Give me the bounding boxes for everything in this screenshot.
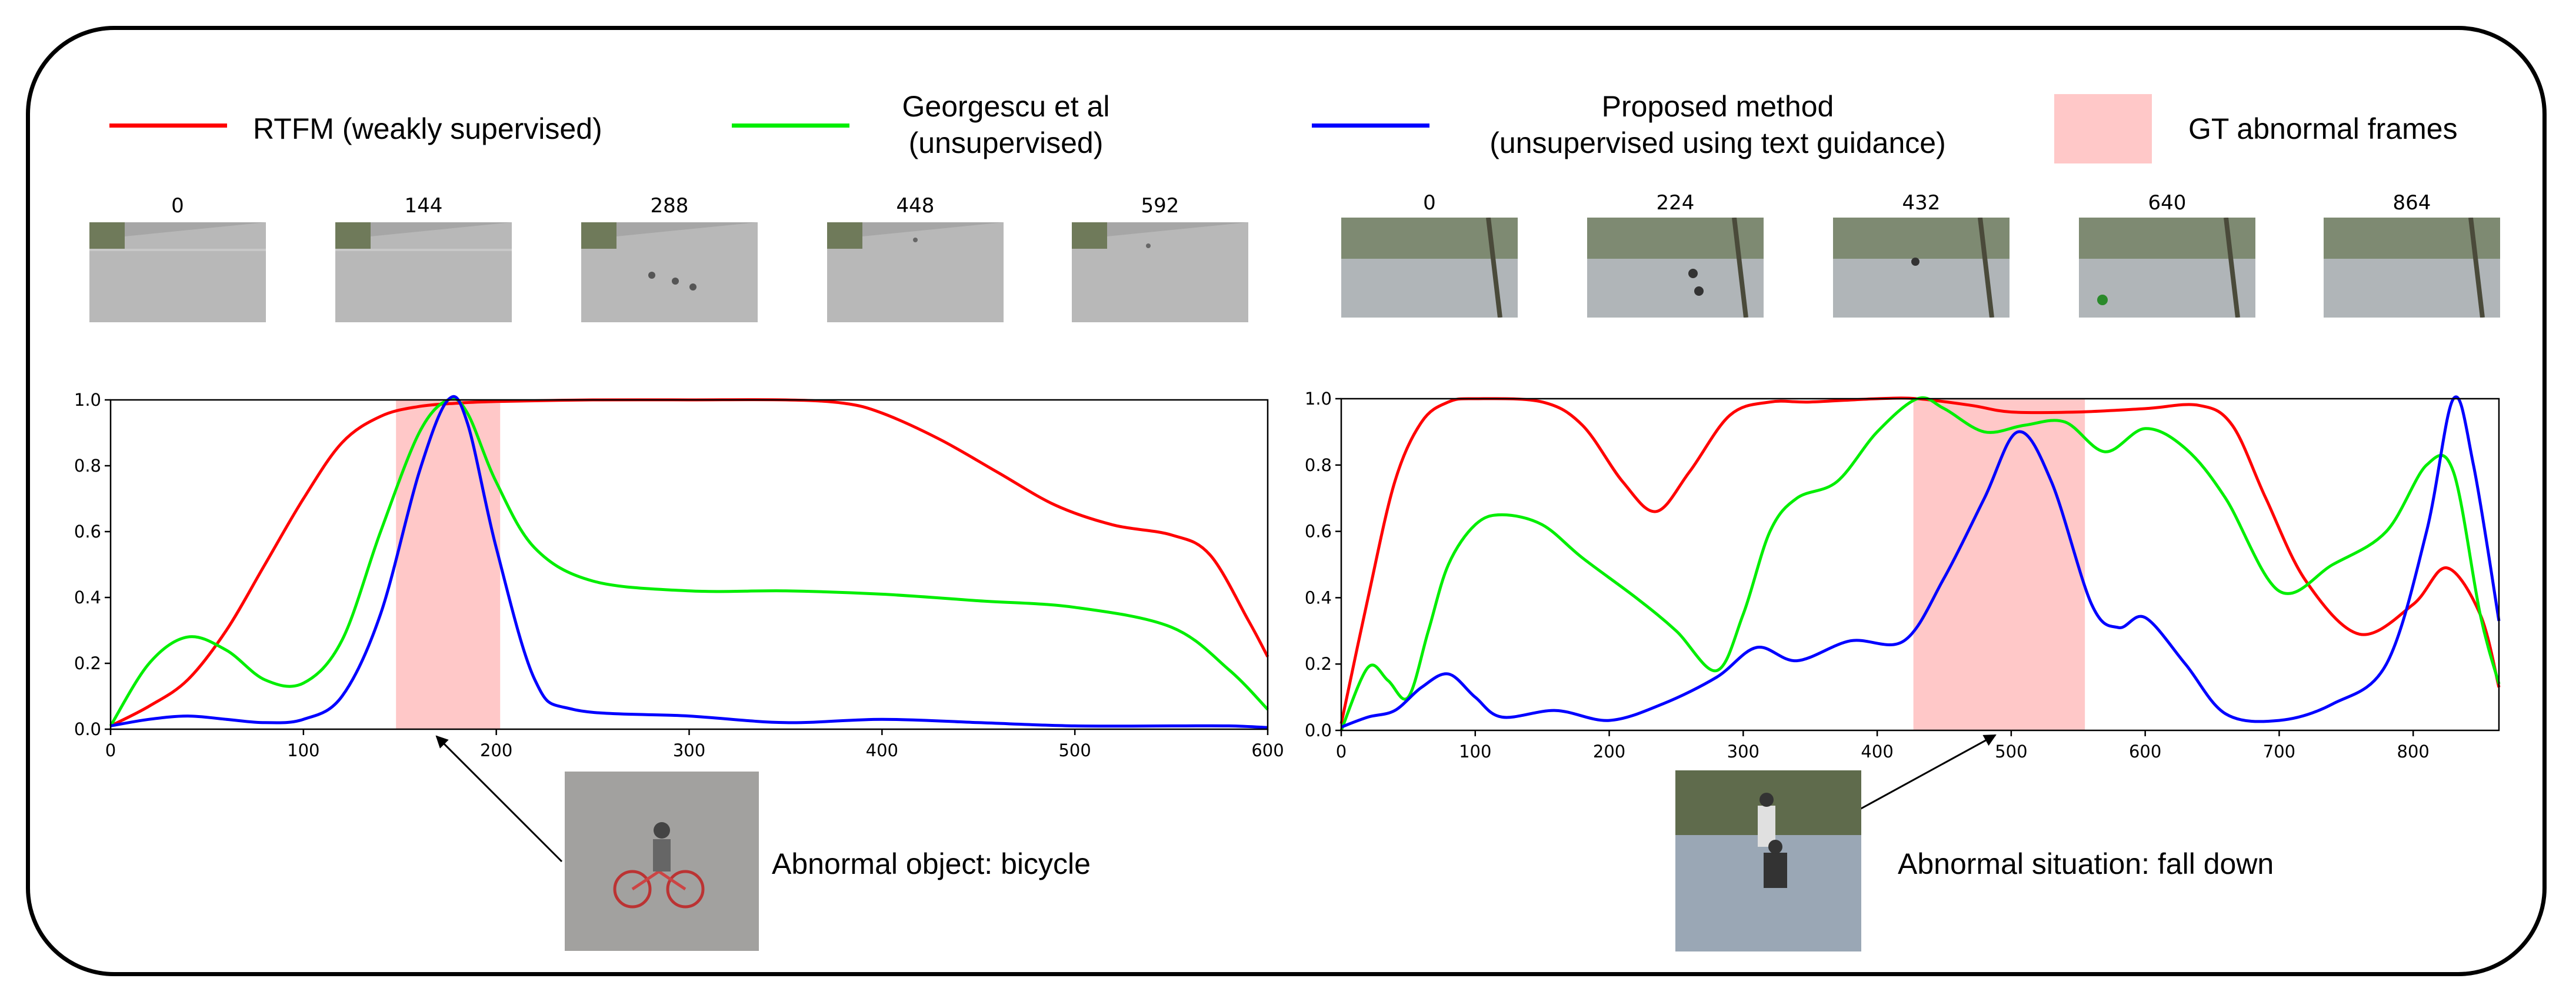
y-tick-label: 0.2 [1305, 654, 1332, 674]
video-frame-thumbnail [89, 222, 266, 322]
y-tick-label: 1.0 [1305, 389, 1332, 409]
x-tick-label: 600 [2129, 742, 2161, 762]
thumb-frame-label: 288 [650, 194, 689, 218]
series-line-proposed [1341, 395, 2501, 729]
x-tick-label: 400 [1861, 742, 1893, 762]
video-frame-thumbnail [1833, 218, 2010, 318]
x-tick-label: 300 [673, 740, 705, 760]
annotation-arrow-bicycle [435, 735, 563, 863]
plot-frame [1340, 398, 2500, 732]
legend-label-gt: GT abnormal frames [2188, 112, 2458, 145]
video-frame-thumbnail [1341, 218, 1518, 318]
fall-down-event-image [1675, 770, 1861, 951]
series-line-rtfm [109, 398, 1269, 727]
x-tick-label: 300 [1727, 742, 1759, 762]
gt-abnormal-span [396, 400, 501, 729]
thumb-frame-label: 592 [1141, 194, 1179, 218]
y-tick-label: 0.4 [1305, 587, 1332, 607]
video-frame-thumbnail [1072, 222, 1248, 322]
x-tick-label: 200 [480, 740, 512, 760]
x-tick-label: 400 [866, 740, 898, 760]
y-tick-label: 0.2 [74, 653, 101, 673]
x-tick-label: 100 [287, 740, 319, 760]
x-tick-label: 200 [1593, 742, 1625, 762]
thumb-frame-label: 224 [1656, 191, 1695, 215]
video-frame-thumbnail [581, 222, 758, 322]
y-tick-label: 0.0 [1305, 720, 1332, 740]
legend-label-proposed: Proposed method (unsupervised using text… [1489, 90, 1946, 159]
legend-label-rtfm: RTFM (weakly supervised) [253, 112, 602, 145]
x-tick-label: 0 [1336, 742, 1347, 762]
x-tick-label: 600 [1251, 740, 1284, 760]
y-tick-label: 1.0 [74, 390, 101, 410]
y-tick-label: 0.8 [1305, 455, 1332, 475]
annotation-bicycle: Abnormal object: bicycle [772, 847, 1091, 880]
video-frame-thumbnail [1587, 218, 1764, 318]
series-line-georgescu [109, 397, 1269, 727]
x-tick-label: 700 [2263, 742, 2295, 762]
thumb-frame-label: 448 [896, 194, 935, 218]
video-frame-thumbnail [827, 222, 1004, 322]
plot-frame [109, 399, 1269, 730]
annotation-fall-down: Abnormal situation: fall down [1898, 847, 2274, 880]
y-tick-label: 0.0 [74, 719, 101, 739]
legend-label-georgescu: Georgescu et al (unsupervised) [902, 90, 1110, 159]
bicycle-event-image [565, 772, 759, 951]
thumb-frame-label: 432 [1902, 191, 1941, 215]
legend-line-proposed [1312, 123, 1429, 128]
video-frame-thumbnail [335, 222, 512, 322]
x-tick-label: 100 [1459, 742, 1491, 762]
x-tick-label: 800 [2397, 742, 2430, 762]
legend-gt-swatch [2054, 94, 2152, 163]
legend-line-rtfm [109, 123, 227, 128]
thumb-frame-label: 144 [404, 194, 443, 218]
y-tick-label: 0.6 [1305, 522, 1332, 542]
thumb-frame-label: 640 [2148, 191, 2187, 215]
y-tick-label: 0.8 [74, 456, 101, 476]
x-tick-label: 500 [1995, 742, 2027, 762]
x-tick-label: 500 [1058, 740, 1091, 760]
video-frame-thumbnail [2079, 218, 2255, 318]
gt-abnormal-span [1913, 399, 2085, 730]
y-tick-label: 0.6 [74, 522, 101, 542]
series-line-georgescu [1339, 396, 2501, 731]
x-tick-label: 0 [105, 740, 116, 760]
series-line-proposed [110, 395, 1268, 729]
legend-line-georgescu [732, 123, 849, 128]
thumb-frame-label: 864 [2392, 191, 2431, 215]
video-frame-thumbnail [2324, 218, 2500, 318]
thumb-frame-label: 0 [171, 194, 184, 218]
y-tick-label: 0.4 [74, 587, 101, 607]
thumb-frame-label: 0 [1423, 191, 1436, 215]
